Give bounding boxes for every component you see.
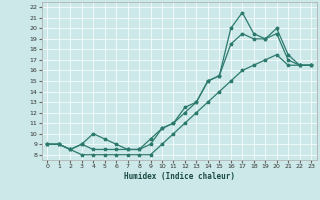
X-axis label: Humidex (Indice chaleur): Humidex (Indice chaleur) [124, 172, 235, 181]
